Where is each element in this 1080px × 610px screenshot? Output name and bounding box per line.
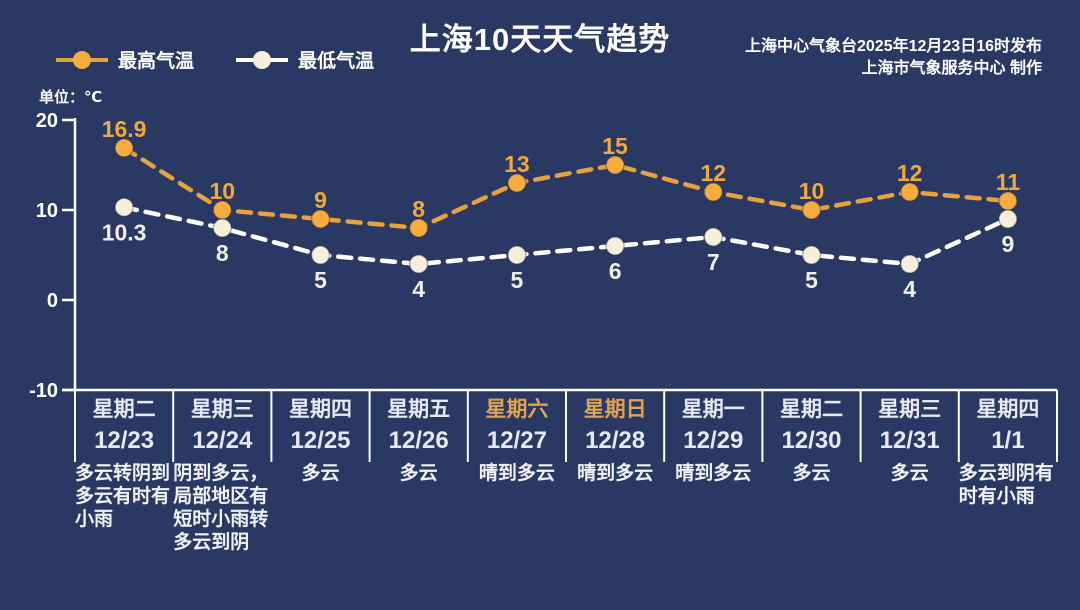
max-temp-value: 13 [504,151,530,177]
max-temp-marker-icon [56,50,108,69]
y-axis-tick-label: 10 [36,200,58,222]
max-temp-point [408,218,429,238]
min-temp-point [703,227,724,247]
min-temp-value: 8 [216,240,229,266]
max-temp-value: 12 [701,160,727,186]
max-temp-value: 8 [412,196,425,222]
max-temp-point [899,182,920,202]
min-temp-point [998,209,1018,229]
max-temp-value: 11 [996,169,1021,195]
max-temp-point [310,209,331,229]
max-temp-point [703,182,724,202]
max-temp-value: 15 [602,133,628,159]
min-temp-marker-icon [236,50,289,69]
max-temp-value: 9 [314,187,327,213]
legend-max-label: 最高气温 [118,51,195,72]
min-temp-point [899,254,920,274]
y-axis-tick-label: 0 [47,290,58,312]
min-temp-point [605,236,625,256]
legend-item-max-temp: 最高气温 [56,46,194,73]
chart-legend: 最高气温 最低气温 [56,46,374,73]
max-temp-value: 10 [210,178,236,204]
issued-line: 上海中心气象台2025年12月23日16时发布 [745,38,1042,55]
unit-label: 单位：℃ [39,89,103,106]
max-temp-point [605,155,625,175]
min-temp-point [801,245,822,265]
min-temp-value: 6 [609,258,622,284]
max-temp-value: 12 [897,160,923,186]
min-temp-point [507,245,527,265]
max-temp-point [801,200,822,220]
min-temp-point [408,254,429,274]
y-axis-tick-label: -10 [29,380,58,402]
min-temp-point [114,197,134,218]
min-temp-value: 5 [314,267,327,293]
min-temp-value: 9 [1002,231,1015,257]
min-temp-point [310,245,331,265]
min-temp-value: 10.3 [102,219,147,245]
y-axis-tick-label: 20 [36,110,58,132]
legend-item-min-temp: 最低气温 [236,46,374,73]
max-temp-value: 16.9 [102,116,147,142]
legend-min-label: 最低气温 [298,51,375,72]
max-temp-line [121,145,1011,231]
page-title: 上海10天天气趋势 [409,22,671,57]
min-temp-value: 4 [903,276,916,302]
max-temp-point [114,138,134,158]
source-info: 上海中心气象台2025年12月23日16时发布 上海市气象服务中心 制作 [745,36,1042,80]
producer-line: 上海市气象服务中心 制作 [861,60,1042,77]
min-temp-line [121,205,1011,267]
min-temp-value: 5 [805,267,818,293]
min-temp-value: 5 [511,267,524,293]
min-temp-value: 4 [412,276,425,302]
min-temp-point [212,218,233,238]
min-temp-value: 7 [707,249,720,275]
max-temp-point [507,173,527,193]
max-temp-value: 10 [799,178,825,204]
